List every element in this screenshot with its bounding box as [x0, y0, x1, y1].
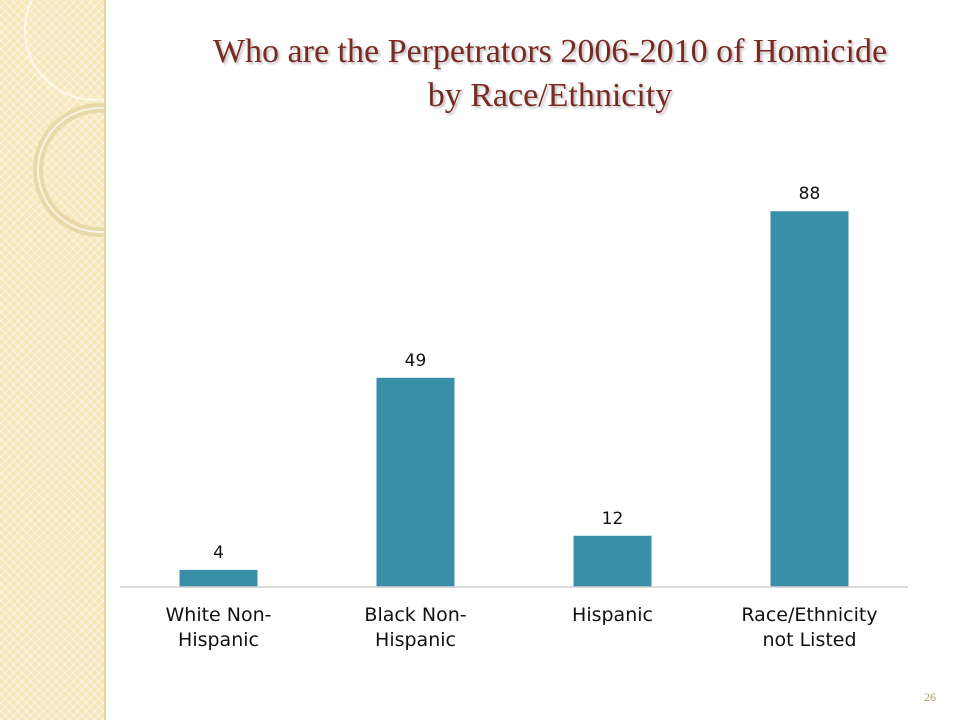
data-label: 4 [213, 543, 224, 563]
data-label: 88 [799, 184, 821, 204]
data-label: 49 [405, 351, 427, 371]
page-number: 26 [924, 690, 936, 704]
bar [770, 211, 849, 588]
x-tick-label: Black Non-Hispanic [364, 604, 467, 651]
x-tick-label: White Non-Hispanic [165, 604, 272, 651]
x-tick-label: Race/Ethnicity not Listed [741, 604, 878, 651]
bar [573, 535, 652, 587]
bar [179, 569, 258, 587]
bar [376, 377, 455, 587]
decorative-strip [0, 0, 106, 720]
data-label: 12 [602, 509, 624, 529]
decor [24, 0, 104, 237]
x-tick-label: Hispanic [572, 604, 653, 626]
chart-title: Who are the Perpetrators 2006-2010 of Ho… [212, 33, 888, 114]
